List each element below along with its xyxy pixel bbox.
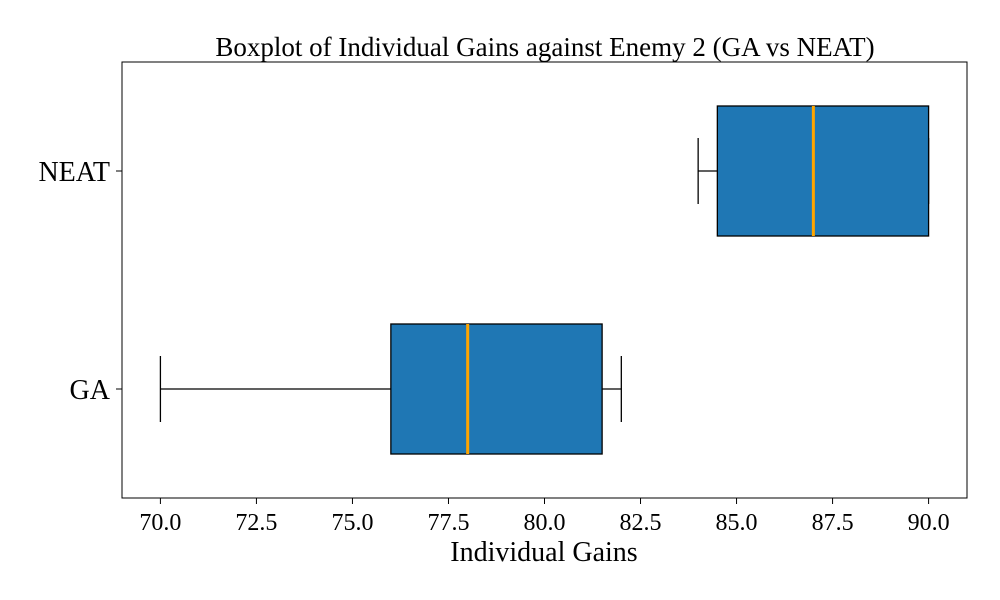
- x-tick-label: 82.5: [620, 510, 662, 536]
- plot-area: [159, 105, 930, 455]
- x-tick-label: 77.5: [427, 510, 469, 536]
- y-tick-label-ga: GA: [70, 375, 111, 406]
- box-ga: [390, 323, 603, 455]
- x-tick-label: 87.5: [812, 510, 854, 536]
- x-axis-label: Individual Gains: [450, 537, 637, 568]
- chart-title: Boxplot of Individual Gains against Enem…: [215, 32, 874, 62]
- y-axis: GA NEAT: [38, 157, 122, 406]
- x-tick-label: 80.0: [524, 510, 566, 536]
- x-tick-label: 75.0: [331, 510, 373, 536]
- x-axis: 70.0 72.5 75.0 77.5 80.0 82.5 85.0 87.5 90.0: [139, 498, 950, 536]
- box-group-neat: [697, 105, 930, 237]
- box-group-ga: [159, 323, 622, 455]
- y-tick-label-neat: NEAT: [38, 157, 110, 188]
- x-tick-label: 85.0: [716, 510, 758, 536]
- x-tick-label: 70.0: [139, 510, 181, 536]
- x-tick-label: 72.5: [235, 510, 277, 536]
- box-neat: [716, 105, 930, 237]
- x-tick-label: 90.0: [908, 510, 950, 536]
